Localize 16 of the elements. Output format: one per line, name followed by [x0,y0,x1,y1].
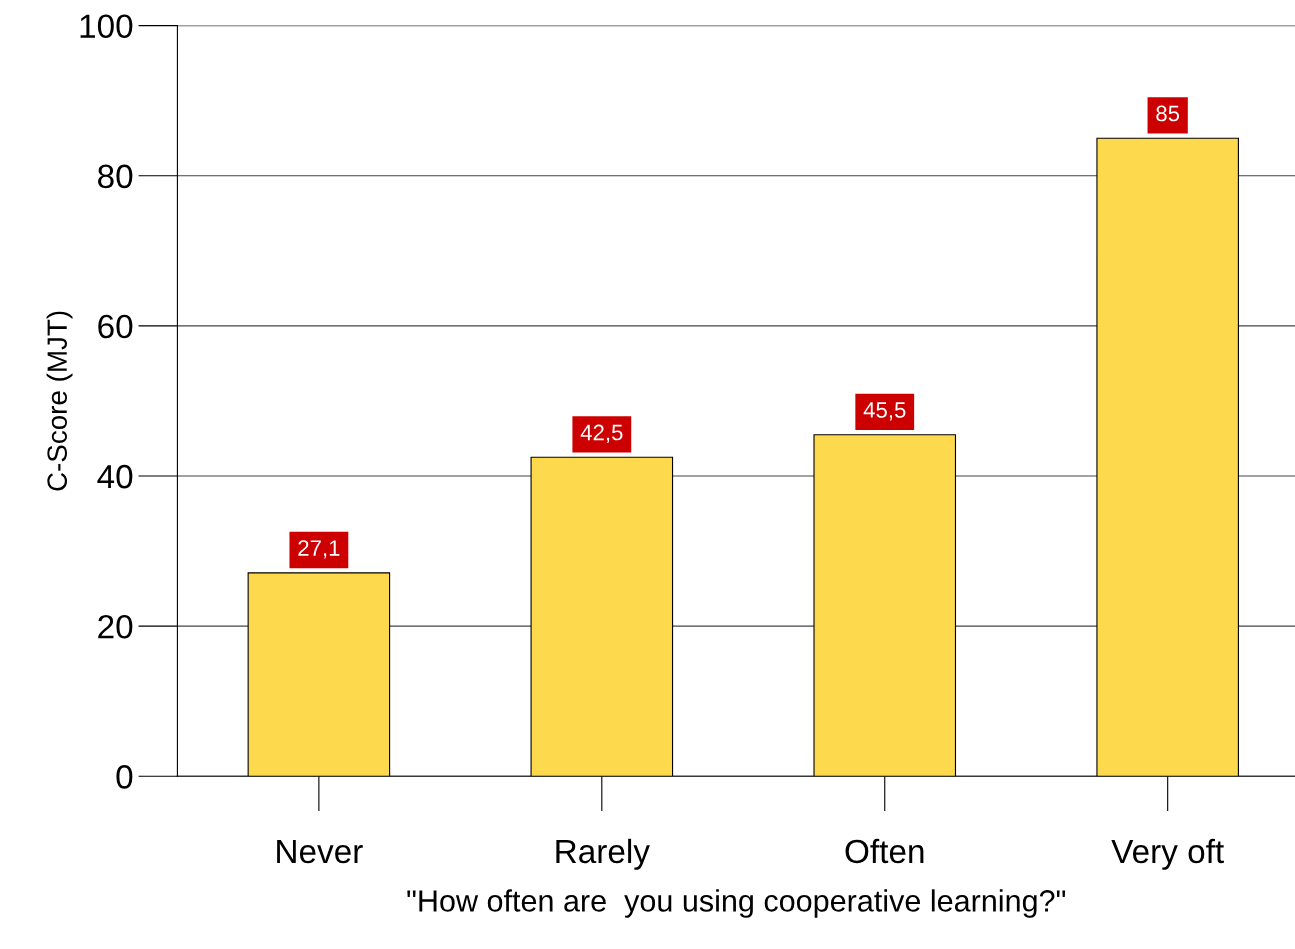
y-tick-label: 0 [116,765,133,789]
y-tick-label: 100 [80,14,133,39]
x-tick-label: Often [845,838,924,864]
y-tick-label: 20 [98,614,133,639]
y-axis-title: C-Score (MJT) [46,311,73,491]
x-tick-label: Very oft [1111,838,1224,870]
x-tick-label: Rarely [556,838,650,870]
data-label: 85 [1156,105,1180,122]
data-label: 42,5 [580,424,623,443]
x-axis-title: "How often are you using cooperative learning?" [407,889,1066,918]
y-tick-label: 60 [98,314,133,339]
y-tick-label: 80 [98,164,133,189]
x-tick-label: Never [277,840,363,864]
data-label: 45,5 [863,402,906,421]
y-tick-label: 40 [97,464,133,489]
data-label: 27,1 [298,540,340,559]
